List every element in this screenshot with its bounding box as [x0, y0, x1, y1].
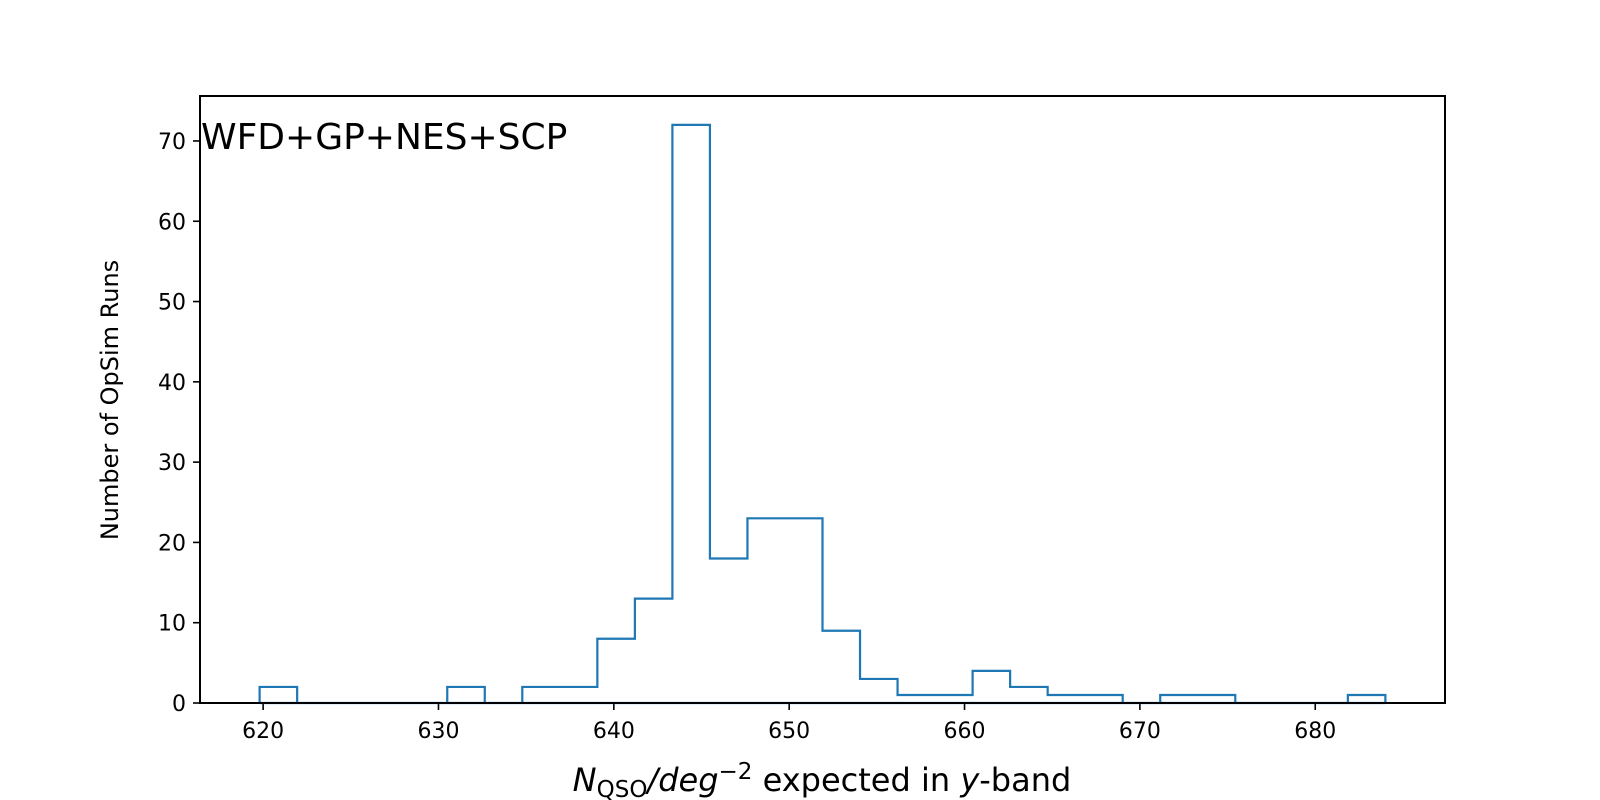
- histogram-bin: [1010, 687, 1048, 703]
- histogram-bin: [1348, 695, 1386, 703]
- histogram-bin: [898, 695, 936, 703]
- y-tick-label: 40: [158, 371, 186, 396]
- histogram-bin: [447, 687, 485, 703]
- histogram-bin: [973, 671, 1011, 703]
- histogram-bin: [260, 687, 298, 703]
- histogram-bin: [560, 687, 598, 703]
- x-tick-label: 670: [1119, 719, 1161, 744]
- x-tick-label: 660: [944, 719, 986, 744]
- y-tick-label: 50: [158, 291, 186, 316]
- histogram-bin: [672, 125, 710, 703]
- histogram-bin: [597, 639, 635, 703]
- histogram-bin: [1198, 695, 1236, 703]
- subset-annotation: WFD+GP+NES+SCP: [201, 117, 567, 158]
- y-axis-label: Number of OpSim Runs: [96, 260, 124, 540]
- y-tick-label: 0: [172, 692, 186, 717]
- y-tick-label: 30: [158, 451, 186, 476]
- histogram-bin: [1048, 695, 1086, 703]
- x-tick-label: 650: [768, 719, 810, 744]
- histogram-bin: [1085, 695, 1123, 703]
- x-tick-label: 680: [1294, 719, 1336, 744]
- histogram-bin: [1160, 695, 1198, 703]
- histogram-bin: [823, 631, 861, 703]
- y-tick-label: 60: [158, 210, 186, 235]
- histogram-bin: [522, 687, 560, 703]
- y-tick-label: 10: [158, 612, 186, 637]
- x-tick-label: 620: [242, 719, 284, 744]
- histogram-bin: [785, 518, 823, 703]
- y-tick-label: 70: [158, 130, 186, 155]
- histogram-bin: [635, 599, 673, 703]
- histogram-bin: [935, 695, 973, 703]
- x-axis-label: NQSO/deg−2 expected in y-band: [573, 759, 1072, 800]
- histogram-bin: [747, 518, 785, 703]
- histogram-bin: [710, 558, 748, 703]
- x-tick-label: 640: [593, 719, 635, 744]
- x-tick-label: 630: [417, 719, 459, 744]
- histogram-step-outline: [258, 123, 1387, 703]
- plot-frame: [199, 95, 1446, 704]
- histogram-bin: [860, 679, 898, 703]
- y-tick-label: 20: [158, 531, 186, 556]
